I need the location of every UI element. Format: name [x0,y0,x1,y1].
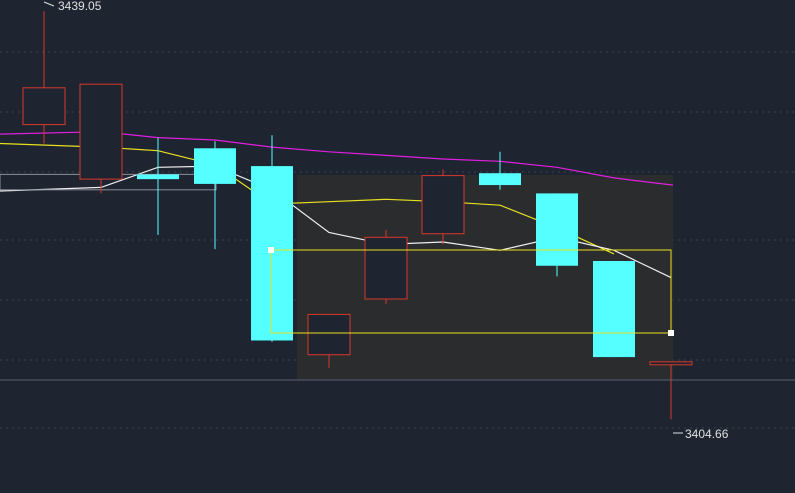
candle-11[interactable] [649,361,693,420]
candle-7[interactable] [421,169,465,245]
candle-4[interactable] [251,135,293,342]
candle-body [593,261,635,358]
selection-rectangle[interactable] [270,249,672,334]
candle-5[interactable] [307,313,351,368]
ma-line-yellow [0,142,615,255]
selection-handle-top-left[interactable] [268,247,274,253]
candle-body [649,361,693,366]
candle-8[interactable] [479,151,521,190]
candle-body [79,83,123,180]
selection-handle-bottom-right[interactable] [668,330,674,336]
candles[interactable] [22,11,693,420]
candle-body [479,173,521,186]
candle-body [194,148,236,184]
high-price-label: 3439.05 [58,0,102,13]
candle-body [22,87,66,126]
ma-line-magenta [0,131,674,186]
candle-2[interactable] [137,137,179,235]
candle-1[interactable] [79,83,123,194]
candle-body [364,236,408,300]
candle-body [307,313,351,356]
high-label-pointer [43,1,55,7]
candle-body [421,175,465,235]
price-labels: 3439.05 3404.66 [43,0,729,441]
candle-9[interactable] [536,193,578,277]
candle-3[interactable] [194,141,236,250]
candle-body [137,174,179,180]
candle-0[interactable] [22,11,66,144]
selection-overlay[interactable] [0,247,795,381]
candle-body [251,166,293,341]
candle-6[interactable] [364,230,408,304]
low-price-label: 3404.66 [685,427,729,441]
candle-10[interactable] [593,261,635,358]
candle-body [536,193,578,266]
